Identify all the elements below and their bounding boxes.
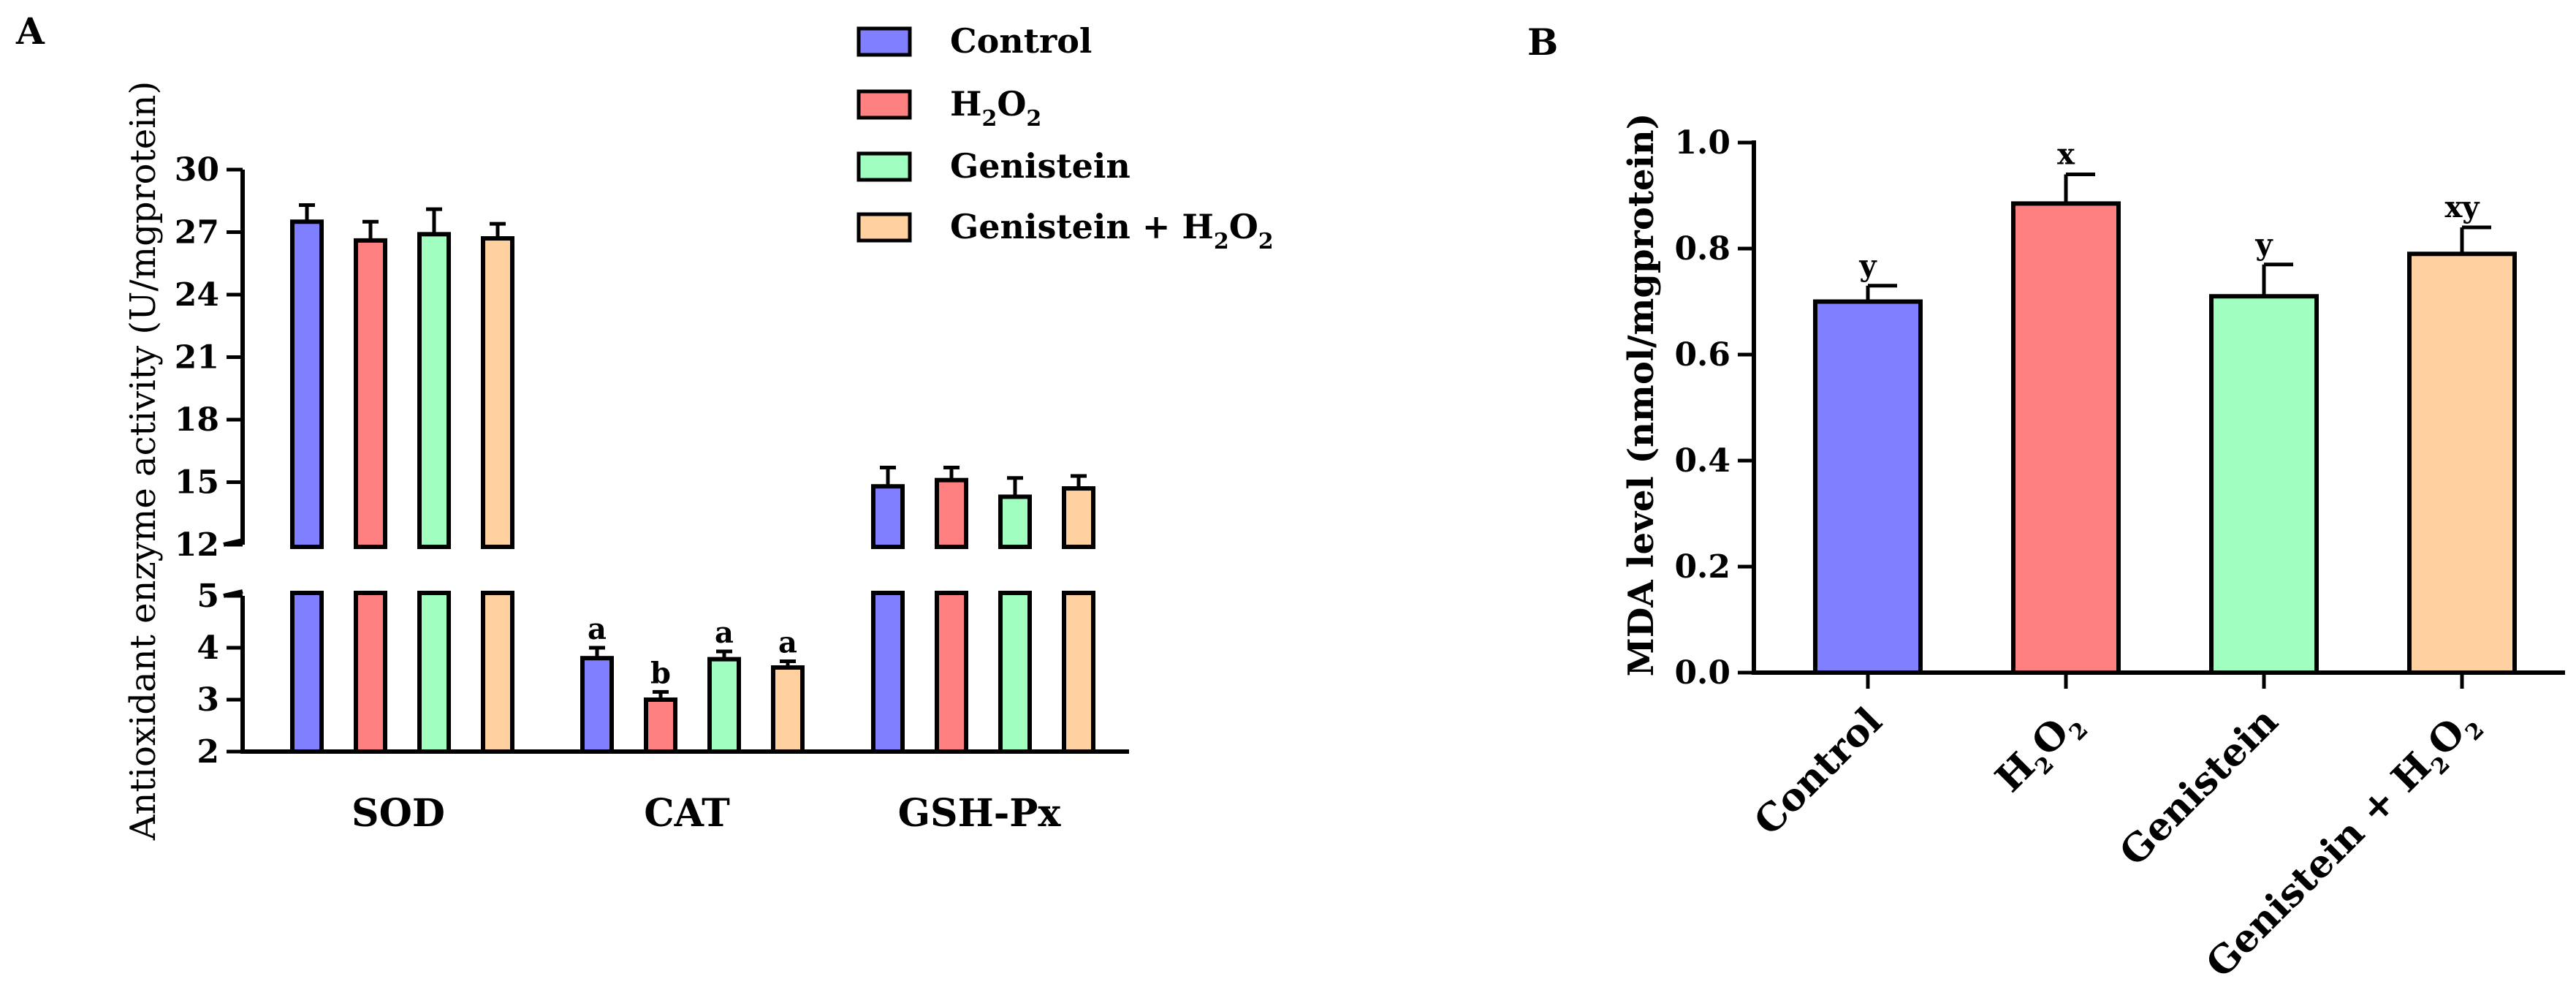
y-tick-label: 0.0 <box>1674 654 1730 692</box>
bar <box>419 234 449 547</box>
y-tick-label: 0.6 <box>1674 336 1730 374</box>
y-tick-label: 0.4 <box>1674 442 1730 480</box>
y-tick-label: 15 <box>175 464 219 502</box>
y-tick-label: 5 <box>197 578 219 615</box>
x-category-label: SOD <box>352 791 445 836</box>
significance-label: a <box>715 616 734 650</box>
y-axis-title: MDA level (nmol/mgprotein) <box>1621 113 1662 677</box>
significance-label: x <box>2057 137 2075 172</box>
y-tick-label: 24 <box>175 276 219 314</box>
axis-break-gap <box>352 549 390 591</box>
y-tick-label: 0.8 <box>1674 230 1730 268</box>
panel-a-chart: a b a a 12 15 18 21 24 27 30 2 3 4 5 SOD CAT GSH-Px Antiox… <box>123 21 1274 841</box>
y-tick-label: 4 <box>197 629 219 667</box>
axis-break-gap <box>869 549 907 591</box>
x-category-label: GSH-Px <box>898 791 1062 836</box>
legend-swatch <box>859 154 910 180</box>
axis-break-gap <box>932 549 970 591</box>
y-tick-label: 12 <box>175 526 219 564</box>
legend-label: H2O2 <box>950 84 1041 132</box>
bar <box>419 593 449 752</box>
significance-label: b <box>650 656 671 690</box>
legend-swatch <box>859 214 910 241</box>
y-tick-label: 30 <box>175 151 219 189</box>
y-tick-label: 2 <box>197 733 219 771</box>
legend-label: Genistein + H2O2 <box>950 207 1274 254</box>
x-category-label: CAT <box>644 791 730 836</box>
y-tick-label: 27 <box>175 214 219 252</box>
axis-break-gap <box>479 549 517 591</box>
bar <box>483 593 512 752</box>
legend-label: Genistein <box>950 146 1131 186</box>
axis-break-gap <box>288 549 326 591</box>
legend-swatch <box>859 29 910 55</box>
y-tick-label: 21 <box>175 339 219 377</box>
x-category-label: Genistein <box>2111 699 2287 874</box>
bar <box>582 658 612 752</box>
panel-label-b: B <box>1527 20 1558 64</box>
significance-label: a <box>778 625 797 659</box>
bar <box>773 668 802 752</box>
bar <box>873 593 903 752</box>
y-tick-label: 0.2 <box>1674 548 1730 586</box>
axis-break-gap <box>415 549 453 591</box>
y-axis-title: Antioxidant enzyme activity (U/mgprotein… <box>123 81 164 841</box>
bar <box>2013 203 2119 673</box>
y-tick-label: 1.0 <box>1674 124 1730 162</box>
figure: A B a b a a 12 15 18 21 24 27 30 2 3 4 5 SOD CAT GSH-Px An… <box>0 0 2576 987</box>
bar <box>1000 593 1030 752</box>
bar <box>356 241 385 547</box>
x-category-label: H2O2 <box>1987 699 2094 806</box>
bar <box>292 593 322 752</box>
panel-label-a: A <box>15 10 45 53</box>
y-tick-label: 18 <box>175 401 219 439</box>
significance-label: y <box>1858 249 1877 283</box>
legend-swatch <box>859 91 910 118</box>
significance-label: y <box>2254 227 2273 262</box>
bar <box>2211 296 2317 673</box>
x-category-label: Control <box>1746 699 1891 844</box>
bar <box>646 700 675 752</box>
bar <box>1064 593 1093 752</box>
bar <box>483 238 512 547</box>
bar <box>710 659 739 752</box>
legend-label: Control <box>950 21 1092 61</box>
axis-break-gap <box>996 549 1034 591</box>
bar <box>1815 302 1920 673</box>
y-tick-label: 3 <box>197 681 219 719</box>
bar <box>1000 496 1030 547</box>
bar <box>2409 254 2515 673</box>
significance-label: a <box>588 612 607 646</box>
bar <box>1064 488 1093 547</box>
bar <box>937 480 966 547</box>
bar <box>937 593 966 752</box>
axis-break-gap <box>1060 549 1098 591</box>
bar <box>292 222 322 547</box>
bar <box>356 593 385 752</box>
bar <box>873 486 903 547</box>
significance-label: xy <box>2444 190 2480 224</box>
